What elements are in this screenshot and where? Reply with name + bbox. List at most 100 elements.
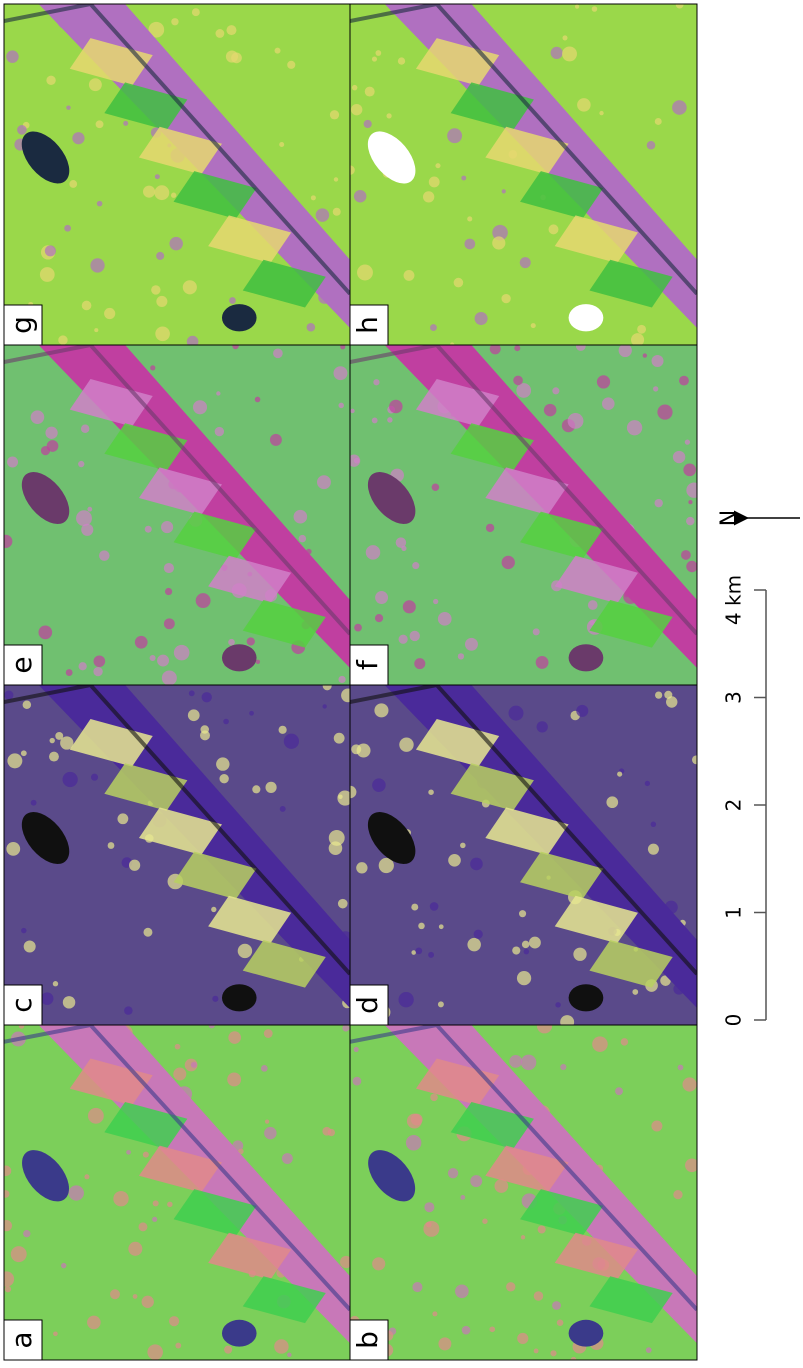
speckle — [94, 655, 106, 667]
speckle — [164, 618, 175, 629]
speckle — [455, 1285, 469, 1299]
speckle — [164, 563, 174, 573]
speckle — [128, 1242, 142, 1256]
scale-label: 2 — [722, 799, 746, 812]
image-panel: e — [0, 343, 350, 686]
speckle — [474, 930, 483, 939]
speckle — [467, 938, 480, 951]
speckle — [375, 614, 383, 622]
speckle — [338, 676, 345, 683]
speckle — [41, 992, 54, 1005]
speckle — [673, 1190, 682, 1199]
water-body — [569, 1320, 604, 1347]
speckle — [82, 301, 92, 311]
speckle — [353, 1077, 362, 1086]
speckle — [58, 335, 67, 344]
speckle — [317, 475, 331, 489]
speckle — [458, 653, 464, 659]
speckle — [66, 105, 70, 109]
speckle — [428, 952, 434, 958]
speckle — [23, 701, 31, 709]
speckle — [113, 1191, 128, 1206]
speckle — [375, 50, 381, 56]
speckle — [287, 61, 295, 69]
speckle — [307, 323, 316, 332]
speckle — [174, 645, 190, 661]
speckle — [61, 1263, 66, 1268]
speckle — [426, 1222, 432, 1228]
speckle — [212, 996, 218, 1002]
speckle — [509, 706, 524, 721]
speckle — [123, 121, 128, 126]
speckle — [50, 738, 55, 743]
speckle — [516, 383, 531, 398]
speckle — [229, 297, 236, 304]
panel-label: a — [5, 1331, 38, 1348]
speckle — [223, 719, 229, 725]
panel-label: e — [5, 656, 38, 673]
speckle — [38, 625, 52, 639]
speckle — [399, 737, 413, 751]
speckle — [215, 427, 224, 436]
speckle — [681, 550, 691, 560]
speckle — [87, 507, 92, 512]
speckle — [226, 50, 238, 62]
speckle — [46, 76, 55, 85]
speckle — [89, 78, 102, 91]
speckle — [520, 257, 531, 268]
speckle — [247, 637, 255, 645]
speckle — [338, 794, 343, 799]
speckle — [338, 403, 343, 408]
speckle — [489, 1326, 495, 1332]
speckle — [330, 110, 339, 119]
speckle — [188, 709, 200, 721]
speckle — [279, 726, 287, 734]
speckle — [274, 1339, 288, 1353]
speckle — [265, 782, 276, 793]
speckle — [573, 948, 586, 961]
speckle — [238, 944, 252, 958]
speckle — [155, 174, 160, 179]
speckle — [6, 842, 20, 856]
speckle — [196, 593, 211, 608]
panel-content — [4, 681, 355, 1025]
water-body — [569, 304, 604, 331]
speckle — [224, 1346, 232, 1354]
speckle — [686, 517, 694, 525]
water-body — [222, 304, 257, 331]
speckle — [519, 910, 526, 917]
speckle — [169, 1316, 179, 1326]
speckle — [150, 365, 155, 370]
speckle — [104, 308, 115, 319]
speckle — [138, 1222, 147, 1231]
speckle — [171, 18, 178, 25]
speckle — [64, 225, 71, 232]
speckle — [156, 252, 164, 260]
panel-label: f — [351, 659, 384, 670]
speckle — [631, 333, 644, 346]
speckle — [372, 417, 378, 423]
speckle — [228, 639, 235, 646]
speckle — [264, 1029, 273, 1038]
speckle — [486, 524, 494, 532]
speckle — [375, 591, 388, 604]
speckle — [501, 294, 510, 303]
speckle — [66, 669, 73, 676]
speckle — [506, 1282, 515, 1291]
speckle — [672, 100, 687, 115]
speckle — [211, 907, 216, 912]
speckle — [438, 1001, 444, 1007]
image-panel: b — [350, 1018, 699, 1363]
speckle — [167, 1202, 172, 1207]
speckle — [161, 521, 173, 533]
speckle — [509, 1055, 522, 1068]
speckle — [88, 1108, 104, 1124]
speckle — [412, 1282, 422, 1292]
image-panel: a — [0, 1022, 352, 1360]
panel-label: h — [351, 316, 384, 334]
speckle — [435, 163, 440, 168]
speckle — [372, 778, 386, 792]
speckle — [521, 1055, 537, 1071]
speckle — [143, 1152, 149, 1158]
speckle — [651, 822, 656, 827]
